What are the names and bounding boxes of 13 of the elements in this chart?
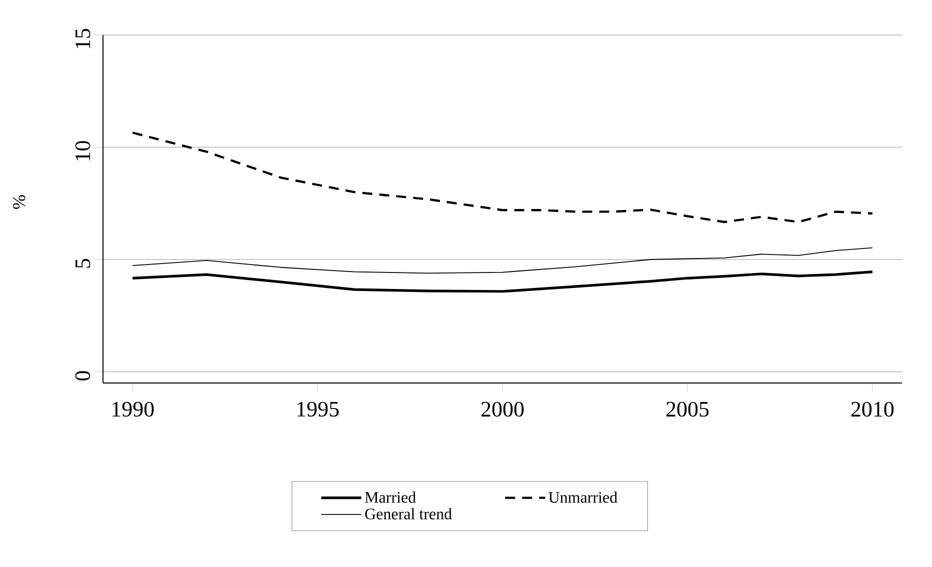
x-tick-label: 1995	[297, 402, 339, 417]
x-tick-label: 1990	[112, 402, 154, 417]
legend-label: Unmarried	[548, 492, 618, 503]
legend-label: General trend	[365, 508, 452, 520]
y-tick-label: 5	[76, 258, 90, 268]
y-tick-label: 10	[75, 141, 90, 160]
y-tick-label: 0	[75, 371, 90, 380]
legend-label: Married	[364, 492, 416, 503]
y-axis-title: %	[13, 195, 26, 209]
x-tick-label: 2000	[481, 402, 524, 417]
x-tick-label: 2005	[666, 402, 709, 417]
x-tick-label: 2010	[851, 402, 894, 417]
y-tick-label: 15	[75, 28, 90, 48]
